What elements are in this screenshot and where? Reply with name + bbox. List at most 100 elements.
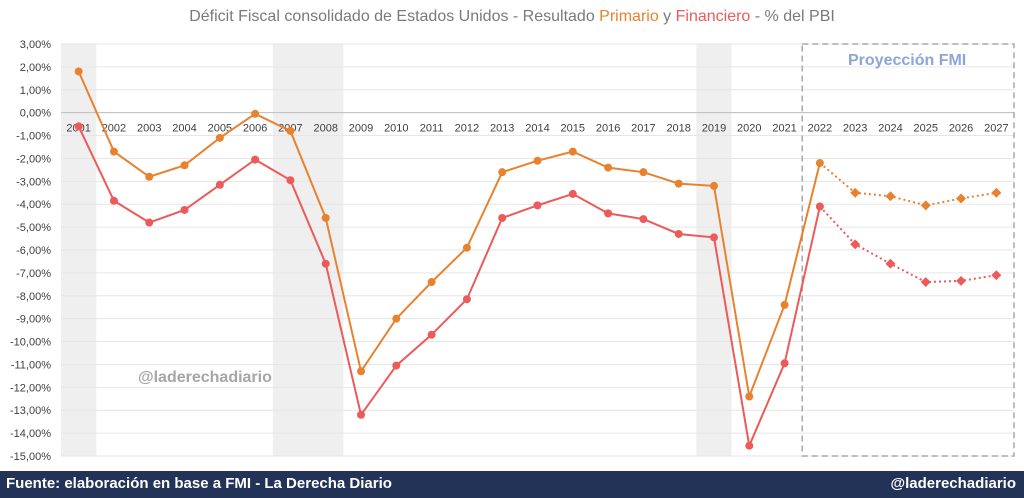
- data-point-financiero: [639, 215, 648, 224]
- data-point-financiero: [145, 218, 154, 227]
- x-tick-label: 2021: [772, 123, 796, 135]
- x-tick-label: 2019: [702, 123, 726, 135]
- data-point-primario: [533, 156, 542, 165]
- data-point-financiero: [251, 155, 260, 164]
- data-point-primario: [286, 126, 295, 135]
- data-point-primario: [639, 168, 648, 177]
- series-line-financiero: [77, 125, 821, 450]
- y-tick-label: -9,00%: [16, 314, 51, 326]
- y-tick-label: 2,00%: [20, 62, 51, 74]
- data-point-financiero: [745, 441, 754, 450]
- data-point-primario: [709, 181, 718, 190]
- data-point-financiero: [392, 361, 401, 370]
- series-projection-line-financiero: [819, 205, 997, 284]
- footer-source: Fuente: elaboración en base a FMI - La D…: [6, 475, 392, 492]
- data-point-financiero: [991, 270, 1002, 281]
- data-point-primario: [991, 187, 1002, 198]
- data-point-primario: [745, 392, 754, 401]
- chart-title-primario: Primario: [599, 8, 659, 25]
- data-point-primario: [568, 147, 577, 156]
- y-tick-label: -11,00%: [11, 359, 51, 371]
- chart-title-suffix: - % del PBI: [750, 8, 835, 25]
- data-point-financiero: [533, 201, 542, 210]
- data-point-financiero: [498, 213, 507, 222]
- data-point-financiero: [604, 209, 613, 218]
- data-point-financiero: [357, 410, 366, 419]
- data-point-financiero: [815, 202, 824, 211]
- x-tick-label: 2013: [490, 123, 514, 135]
- x-tick-label: 2002: [102, 123, 126, 135]
- y-tick-label: -3,00%: [16, 176, 51, 188]
- y-tick-label: -14,00%: [10, 428, 51, 440]
- footer-bar: Fuente: elaboración en base a FMI - La D…: [0, 471, 1024, 498]
- x-tick-label: 2009: [349, 123, 373, 135]
- x-tick-label: 2011: [420, 123, 444, 135]
- data-point-primario: [321, 213, 330, 222]
- chart-title-financiero: Financiero: [675, 8, 751, 25]
- data-point-financiero: [215, 180, 224, 189]
- line-chart: 3,00% 2,00% 1,00% 0,00% -1,00% -2,00% -3,00% -4…: [10, 39, 1015, 463]
- series-line-primario: [77, 71, 821, 401]
- y-tick-label: -1,00%: [16, 131, 51, 143]
- data-point-primario: [145, 172, 154, 181]
- y-tick-label: -6,00%: [16, 245, 51, 257]
- x-tick-label: 2024: [878, 123, 902, 135]
- y-tick-label: -7,00%: [16, 268, 51, 280]
- y-tick-label: -15,00%: [10, 451, 51, 463]
- footer-handle: @laderechadiario: [890, 475, 1016, 492]
- x-tick-label: 2012: [455, 123, 479, 135]
- data-point-primario: [180, 161, 189, 170]
- y-tick-label: -4,00%: [16, 199, 51, 211]
- y-tick-label: 3,00%: [20, 39, 51, 51]
- x-tick-label: 2014: [525, 123, 549, 135]
- y-tick-label: -2,00%: [16, 153, 51, 165]
- x-tick-label: 2017: [631, 123, 655, 135]
- chart-title-prefix: Déficit Fiscal consolidado de Estados Un…: [189, 8, 600, 25]
- y-tick-label: -10,00%: [10, 337, 51, 349]
- data-point-primario: [74, 67, 83, 76]
- projection-label: Proyección FMI: [848, 52, 967, 69]
- x-tick-label: 2005: [208, 123, 232, 135]
- chart-title: Déficit Fiscal consolidado de Estados Un…: [0, 8, 1024, 26]
- x-tick-label: 2016: [596, 123, 620, 135]
- data-point-primario: [427, 278, 436, 287]
- x-tick-label: 2026: [949, 123, 973, 135]
- data-point-primario: [674, 179, 683, 188]
- data-point-financiero: [780, 359, 789, 368]
- data-point-primario: [498, 168, 507, 177]
- data-point-financiero: [568, 189, 577, 198]
- data-point-financiero: [850, 239, 861, 250]
- x-tick-label: 2020: [737, 123, 761, 135]
- x-tick-label: 2018: [666, 123, 690, 135]
- data-point-primario: [815, 159, 824, 168]
- data-point-financiero: [462, 295, 471, 304]
- x-tick-label: 2015: [561, 123, 585, 135]
- data-point-primario: [215, 133, 224, 142]
- y-tick-label: -12,00%: [10, 382, 51, 394]
- data-point-financiero: [885, 258, 896, 269]
- data-point-financiero: [286, 176, 295, 185]
- x-tick-label: 2008: [313, 123, 337, 135]
- data-point-primario: [462, 243, 471, 252]
- data-point-primario: [604, 163, 613, 172]
- x-tick-label: 2010: [384, 123, 408, 135]
- x-tick-label: 2025: [914, 123, 938, 135]
- data-point-financiero: [109, 196, 118, 205]
- data-point-financiero: [180, 205, 189, 214]
- x-tick-label: 2003: [137, 123, 161, 135]
- data-point-financiero: [956, 275, 967, 286]
- data-point-financiero: [74, 122, 83, 131]
- y-tick-label: -8,00%: [16, 291, 51, 303]
- data-point-primario: [885, 191, 896, 202]
- data-point-primario: [920, 200, 931, 211]
- y-tick-label: 0,00%: [20, 108, 51, 120]
- data-point-primario: [109, 147, 118, 156]
- watermark: @laderechadiario: [138, 369, 272, 386]
- data-point-financiero: [674, 229, 683, 238]
- data-point-financiero: [709, 233, 718, 242]
- x-tick-label: 2004: [172, 123, 196, 135]
- data-point-primario: [780, 300, 789, 309]
- projection-box: [801, 43, 1015, 457]
- series-projection-line-primario: [819, 162, 997, 207]
- data-point-primario: [392, 314, 401, 323]
